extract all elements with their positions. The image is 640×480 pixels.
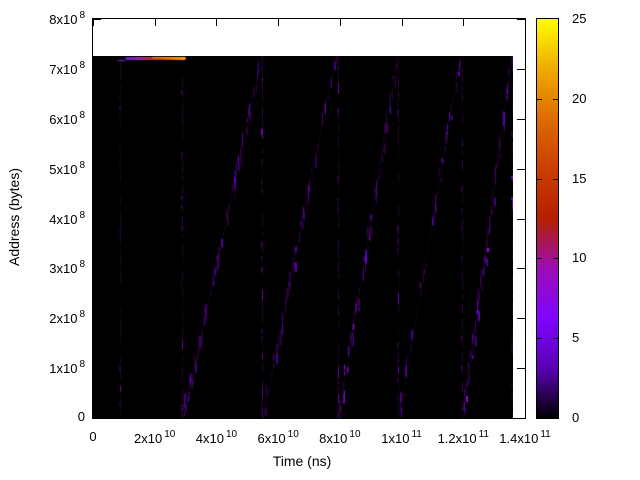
x-tick-top [402,19,403,26]
colorbar-tick-right [553,99,558,100]
y-tick-right [517,318,525,319]
y-tick-label: 8x10 8 [49,10,85,27]
x-tick-bottom [402,411,403,418]
x-tick-top [216,19,217,26]
x-tick-label: 1.4x10 11 [499,429,551,446]
x-tick-label: 8x10 10 [319,429,361,446]
y-tick-label: 5x10 8 [49,159,85,177]
plot-area [92,18,526,419]
y-tick-label: 3x10 8 [49,259,85,277]
x-tick-top [340,19,341,26]
y-tick-left [93,268,101,269]
colorbar-tick-label: 0 [572,410,580,425]
colorbar-tick-left [537,338,542,339]
colorbar-tick-label: 15 [572,170,587,186]
y-tick-right [517,268,525,269]
x-tick-bottom [525,411,526,418]
heatmap-canvas [93,56,513,418]
x-tick-top [155,19,156,26]
x-tick-label: 2x10 10 [134,429,176,446]
x-tick-top [525,19,526,26]
y-tick-right [517,219,525,220]
x-tick-bottom [463,411,464,418]
y-tick-left [93,418,101,419]
y-tick-right [517,19,525,20]
y-tick-left [93,219,101,220]
colorbar-gradient [537,19,558,418]
colorbar-tick-label: 25 [572,11,587,26]
x-tick-bottom [216,411,217,418]
x-tick-bottom [155,411,156,418]
y-tick-right [517,69,525,70]
x-tick-bottom [340,411,341,418]
y-tick-label: 1x10 8 [49,359,85,377]
colorbar-tick-label: 5 [572,330,580,346]
x-tick-bottom [93,411,94,418]
x-tick-label: 1x10 11 [381,429,422,446]
x-tick-label: 1.2x10 11 [437,429,489,446]
x-axis-title: Time (ns) [272,453,332,469]
colorbar-tick-left [537,99,542,100]
y-tick-label: 7x10 8 [49,59,85,77]
x-tick-label: 6x10 10 [257,429,299,446]
x-tick-top [93,19,94,26]
y-tick-right [517,368,525,369]
y-tick-left [93,368,101,369]
colorbar [536,18,559,419]
y-tick-left [93,19,101,20]
x-tick-top [463,19,464,26]
y-tick-left [93,69,101,70]
y-tick-label: 4x10 8 [49,209,85,227]
y-tick-label: 2x10 8 [49,309,85,327]
y-tick-right [517,119,525,120]
y-tick-right [517,418,525,419]
colorbar-tick-right [553,258,558,259]
y-tick-label: 6x10 8 [49,109,85,127]
x-tick-top [278,19,279,26]
colorbar-tick-label: 20 [572,90,587,106]
y-tick-label: 0 [77,409,85,424]
x-tick-label: 0 [89,429,97,444]
y-tick-right [517,169,525,170]
y-axis-title: Address (bytes) [6,167,22,266]
y-tick-left [93,169,101,170]
colorbar-tick-left [537,179,542,180]
x-tick-bottom [278,411,279,418]
colorbar-tick-right [553,179,558,180]
colorbar-tick-right [553,338,558,339]
y-tick-left [93,318,101,319]
colorbar-tick-left [537,258,542,259]
x-tick-label: 4x10 10 [195,429,238,446]
colorbar-tick-label: 10 [572,250,587,266]
y-tick-left [93,119,101,120]
